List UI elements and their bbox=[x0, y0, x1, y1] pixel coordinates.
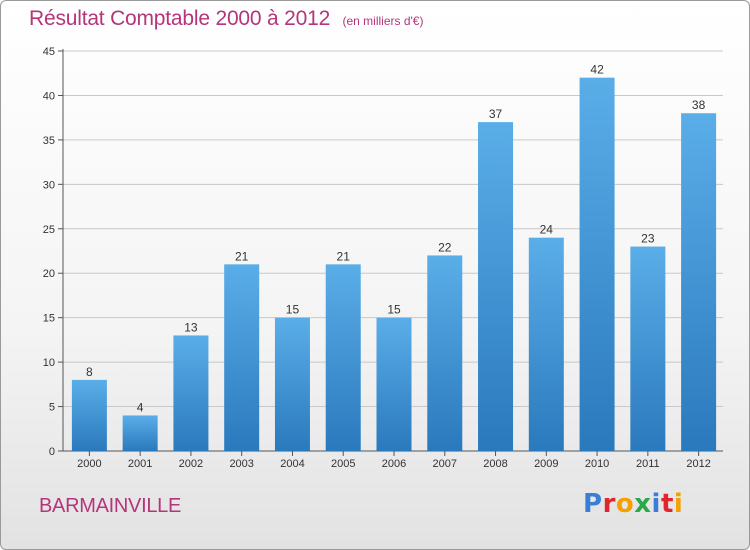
y-tick-label-35: 35 bbox=[43, 135, 55, 147]
value-label-2011: 23 bbox=[641, 232, 655, 246]
y-tick-label-20: 20 bbox=[43, 268, 55, 280]
bar-2003 bbox=[224, 264, 260, 451]
y-tick-label-45: 45 bbox=[43, 46, 55, 58]
logo-letter: x bbox=[634, 489, 652, 519]
bars bbox=[71, 77, 717, 452]
bar-2001 bbox=[122, 415, 158, 451]
value-label-2003: 21 bbox=[235, 249, 249, 263]
logo-letter: r bbox=[602, 489, 616, 519]
x-tick-label-2005: 2005 bbox=[331, 458, 355, 470]
value-label-2005: 21 bbox=[337, 249, 351, 263]
y-tick-label-30: 30 bbox=[43, 179, 55, 191]
logo-letter: P bbox=[583, 489, 603, 519]
x-tick-label-2009: 2009 bbox=[534, 458, 558, 470]
value-label-2008: 37 bbox=[489, 107, 503, 121]
value-label-2000: 8 bbox=[86, 365, 93, 379]
bar-2005 bbox=[325, 264, 361, 451]
proxiti-logo: Proxiti bbox=[583, 489, 683, 519]
bar-2006 bbox=[376, 317, 412, 451]
bar-2007 bbox=[427, 255, 463, 451]
logo-letter: i bbox=[651, 489, 661, 519]
value-label-2007: 22 bbox=[438, 240, 452, 254]
value-label-2010: 42 bbox=[590, 63, 604, 77]
x-tick-label-2010: 2010 bbox=[585, 458, 609, 470]
bar-2009 bbox=[528, 237, 564, 451]
y-tick-label-0: 0 bbox=[49, 446, 55, 458]
x-tick-label-2001: 2001 bbox=[128, 458, 152, 470]
chart-subtitle: (en milliers d'€) bbox=[342, 14, 424, 28]
logo-letter: o bbox=[615, 489, 635, 519]
y-tick-label-5: 5 bbox=[49, 402, 55, 414]
value-label-2009: 24 bbox=[540, 223, 554, 237]
logo-letter: t bbox=[660, 489, 674, 519]
bar-2000 bbox=[71, 379, 107, 451]
x-tick-label-2006: 2006 bbox=[382, 458, 406, 470]
bar-2002 bbox=[173, 335, 209, 451]
value-label-2006: 15 bbox=[387, 303, 401, 317]
chart-title: Résultat Comptable 2000 à 2012 bbox=[29, 7, 331, 30]
value-label-2001: 4 bbox=[137, 400, 144, 414]
y-tick-label-25: 25 bbox=[43, 224, 55, 236]
bar-2012 bbox=[681, 113, 717, 451]
title-row: Résultat Comptable 2000 à 2012 (en milli… bbox=[29, 7, 423, 31]
x-tick-label-2008: 2008 bbox=[483, 458, 507, 470]
bar-2004 bbox=[274, 317, 310, 451]
x-tick-label-2011: 2011 bbox=[636, 458, 660, 470]
x-tick-label-2004: 2004 bbox=[280, 458, 304, 470]
x-tick-label-2003: 2003 bbox=[229, 458, 253, 470]
value-label-2002: 13 bbox=[184, 320, 198, 334]
labels: 0 5 10 15 20 25 30 35 40 45 8 2000 4 2001 13 2002 21 2003… bbox=[43, 46, 711, 470]
x-tick-label-2012: 2012 bbox=[686, 458, 710, 470]
y-tick-label-10: 10 bbox=[43, 357, 55, 369]
logo-letter: i bbox=[673, 489, 684, 519]
y-tick-label-40: 40 bbox=[43, 90, 55, 102]
y-tick-label-15: 15 bbox=[43, 313, 55, 325]
value-label-2004: 15 bbox=[286, 303, 300, 317]
x-tick-label-2002: 2002 bbox=[179, 458, 203, 470]
town-name: BARMAINVILLE bbox=[39, 495, 182, 517]
x-tick-label-2000: 2000 bbox=[77, 458, 101, 470]
value-label-2012: 38 bbox=[692, 98, 706, 112]
bar-2008 bbox=[478, 122, 514, 451]
bar-2010 bbox=[579, 77, 615, 452]
bar-2011 bbox=[630, 246, 666, 451]
x-tick-label-2007: 2007 bbox=[433, 458, 457, 470]
